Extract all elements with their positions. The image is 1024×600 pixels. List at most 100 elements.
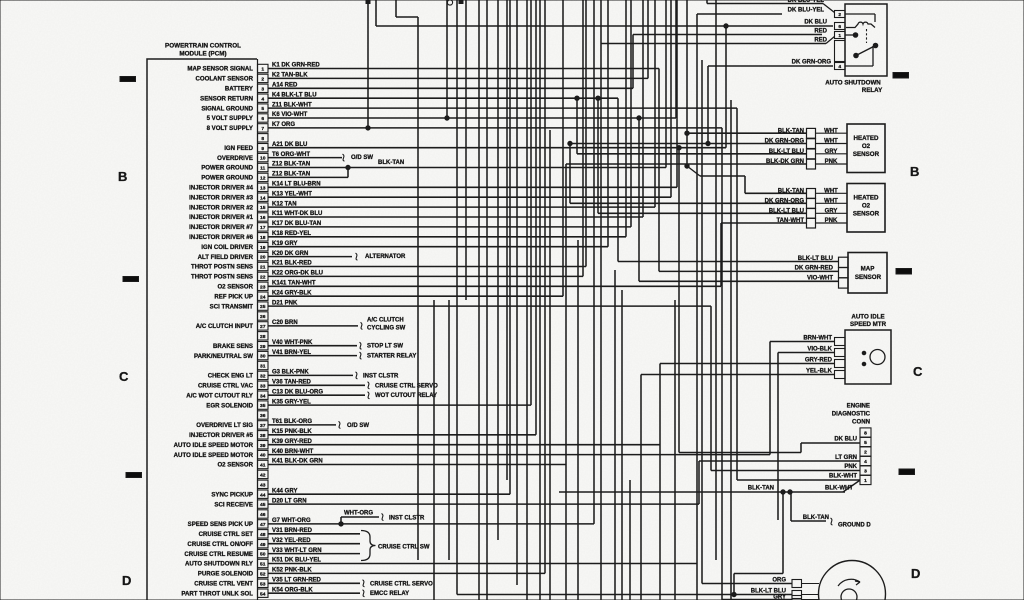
svg-text:MAP SENSOR SIGNAL: MAP SENSOR SIGNAL [187, 66, 253, 73]
svg-text:HEATED: HEATED [854, 135, 880, 142]
svg-text:17: 17 [260, 225, 266, 231]
svg-text:C: C [913, 364, 923, 379]
svg-text:K51 DK BLU-YEL: K51 DK BLU-YEL [272, 558, 321, 564]
svg-text:BLK-LT BLU: BLK-LT BLU [751, 589, 786, 595]
svg-text:SCI RECEIVE: SCI RECEIVE [214, 501, 253, 508]
svg-text:HEATED: HEATED [854, 195, 880, 202]
svg-text:BLK-TAN: BLK-TAN [778, 189, 804, 195]
svg-text:SCI TRANSMIT: SCI TRANSMIT [210, 303, 254, 310]
svg-text:BLK-LT BLU: BLK-LT BLU [769, 209, 804, 215]
svg-text:THROT POSTN SENS: THROT POSTN SENS [191, 274, 253, 281]
svg-text:3: 3 [261, 86, 264, 92]
svg-text:O/D SW: O/D SW [351, 155, 373, 161]
svg-text:O2 SENSOR: O2 SENSOR [217, 462, 253, 469]
svg-text:7: 7 [261, 126, 264, 132]
svg-text:13: 13 [260, 185, 266, 191]
svg-text:K40 BRN-WHT: K40 BRN-WHT [272, 449, 314, 455]
svg-text:K19 GRY: K19 GRY [272, 241, 297, 247]
svg-text:52: 52 [260, 572, 266, 578]
svg-text:V35 LT GRN-RED: V35 LT GRN-RED [272, 578, 322, 584]
svg-text:YEL-BLK: YEL-BLK [806, 369, 833, 375]
svg-text:GROUND D: GROUND D [838, 523, 871, 529]
svg-text:22: 22 [260, 275, 266, 281]
svg-text:MAP: MAP [861, 266, 875, 273]
svg-text:DK GRN-ORG: DK GRN-ORG [765, 199, 805, 205]
svg-text:BRAKE SENS: BRAKE SENS [213, 343, 253, 350]
svg-text:SYNC PICKUP: SYNC PICKUP [211, 491, 253, 498]
svg-text:INST CLSTR: INST CLSTR [389, 516, 425, 522]
svg-text:D: D [122, 573, 131, 588]
svg-text:K54 ORG-BLK: K54 ORG-BLK [272, 587, 313, 593]
svg-text:1: 1 [261, 67, 264, 73]
svg-text:A21 DK BLU: A21 DK BLU [272, 142, 307, 148]
svg-text:SENSOR: SENSOR [853, 151, 880, 158]
svg-text:19: 19 [260, 245, 266, 251]
svg-text:V41 BRN-YEL: V41 BRN-YEL [272, 350, 311, 356]
svg-text:BLK-TAN: BLK-TAN [778, 128, 804, 134]
svg-text:CRUISE CTRL VENT: CRUISE CTRL VENT [194, 581, 253, 588]
svg-text:K21 BLK-RED: K21 BLK-RED [272, 261, 312, 267]
svg-text:4: 4 [261, 96, 264, 102]
svg-text:45: 45 [260, 502, 266, 508]
svg-text:BLK-WHT: BLK-WHT [829, 474, 857, 480]
svg-text:6: 6 [838, 24, 841, 30]
svg-text:GRY: GRY [825, 209, 838, 215]
svg-text:CRUISE CTRL ON/OFF: CRUISE CTRL ON/OFF [187, 541, 253, 548]
svg-text:INJECTOR DRIVER #7: INJECTOR DRIVER #7 [189, 224, 254, 231]
svg-text:44: 44 [260, 492, 266, 498]
svg-text:6: 6 [261, 116, 264, 122]
svg-text:AUTO SHUTDOWN RLY: AUTO SHUTDOWN RLY [185, 561, 253, 568]
svg-text:41: 41 [260, 463, 266, 469]
svg-text:D20 LT GRN: D20 LT GRN [272, 498, 307, 504]
svg-text:A/C WOT CUTOUT RLY: A/C WOT CUTOUT RLY [186, 392, 253, 399]
svg-text:48: 48 [260, 532, 266, 538]
svg-text:8: 8 [261, 136, 264, 142]
svg-text:AUTO IDLE: AUTO IDLE [851, 314, 884, 321]
svg-text:BRN-WHT: BRN-WHT [803, 336, 832, 342]
svg-text:WHT: WHT [824, 128, 838, 134]
svg-text:36: 36 [260, 413, 266, 419]
svg-text:C: C [119, 369, 129, 384]
svg-text:CONN: CONN [852, 419, 870, 426]
svg-text:K44 GRY: K44 GRY [272, 488, 297, 494]
svg-text:30: 30 [260, 354, 266, 360]
svg-text:53: 53 [260, 581, 266, 587]
svg-text:B: B [910, 164, 919, 179]
svg-text:BLK-LT BLU: BLK-LT BLU [769, 149, 804, 155]
svg-text:2: 2 [838, 12, 841, 18]
svg-text:CRUISE CTRL SW: CRUISE CTRL SW [378, 545, 430, 551]
svg-text:A14 RED: A14 RED [272, 83, 298, 89]
svg-text:K141 TAN-WHT: K141 TAN-WHT [272, 281, 316, 287]
svg-text:AUTO SHUTDOWN: AUTO SHUTDOWN [825, 80, 881, 87]
svg-text:33: 33 [260, 383, 266, 389]
svg-text:LT GRN: LT GRN [835, 455, 857, 461]
svg-text:2: 2 [864, 450, 867, 456]
svg-text:K2 TAN-BLK: K2 TAN-BLK [272, 73, 308, 79]
svg-text:WHT: WHT [824, 199, 838, 205]
svg-text:CRUISE CTRL RESUME: CRUISE CTRL RESUME [184, 551, 253, 558]
svg-text:43: 43 [260, 482, 266, 488]
svg-text:K6 VIO-WHT: K6 VIO-WHT [272, 112, 308, 118]
svg-text:WHT: WHT [824, 139, 838, 145]
svg-text:POWERTRAIN CONTROL: POWERTRAIN CONTROL [165, 43, 241, 50]
svg-text:PNK: PNK [825, 218, 838, 224]
svg-text:10: 10 [260, 156, 266, 162]
svg-text:VIO-BLK: VIO-BLK [807, 347, 832, 353]
svg-text:K52 PNK-BLK: K52 PNK-BLK [272, 568, 312, 574]
svg-text:PURGE SOLENOID: PURGE SOLENOID [198, 571, 254, 578]
svg-text:INJECTOR DRIVER #5: INJECTOR DRIVER #5 [189, 432, 254, 439]
svg-text:3: 3 [864, 469, 867, 475]
svg-text:18: 18 [260, 235, 266, 241]
svg-text:51: 51 [260, 562, 266, 568]
svg-text:DK GRN-ORG: DK GRN-ORG [792, 60, 832, 66]
svg-text:POWER GROUND: POWER GROUND [201, 175, 253, 182]
svg-text:24: 24 [260, 294, 266, 300]
svg-text:K35 GRY-YEL: K35 GRY-YEL [272, 399, 311, 405]
svg-text:K1 DK GRN-RED: K1 DK GRN-RED [272, 63, 320, 69]
svg-text:MODULE (PCM): MODULE (PCM) [179, 51, 226, 58]
svg-text:2: 2 [261, 77, 264, 83]
svg-text:DK BLU-YEL: DK BLU-YEL [788, 8, 825, 14]
svg-text:SENSOR: SENSOR [853, 211, 880, 218]
svg-text:OVERDRIVE LT SIG: OVERDRIVE LT SIG [196, 422, 253, 429]
svg-text:K22 ORG-DK BLU: K22 ORG-DK BLU [272, 271, 323, 277]
